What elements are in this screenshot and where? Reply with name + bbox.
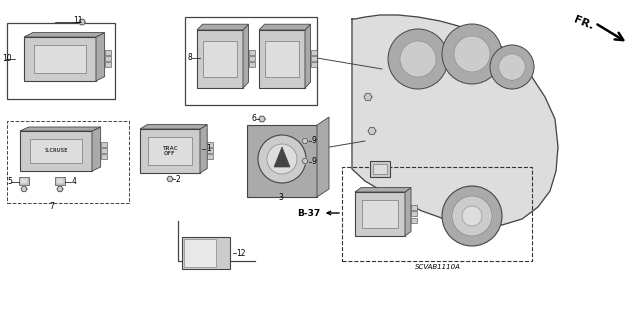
Bar [310,50,317,56]
Bar [372,164,387,174]
Text: 11: 11 [73,17,83,26]
Circle shape [442,186,502,246]
Polygon shape [302,159,308,164]
Text: 5: 5 [7,177,12,187]
Text: 4: 4 [72,177,77,187]
Polygon shape [197,24,248,30]
Bar [266,41,298,77]
Text: 12: 12 [236,249,246,257]
Text: 3: 3 [278,192,283,202]
Bar [105,56,111,62]
Bar [310,63,317,68]
Bar [7,23,115,99]
Bar [30,138,82,163]
Circle shape [267,144,297,174]
Circle shape [258,135,306,183]
Circle shape [454,36,490,72]
Circle shape [400,41,436,77]
Bar [411,205,417,211]
Text: S.CRUSE: S.CRUSE [44,149,68,153]
Bar [197,30,243,88]
Polygon shape [21,186,27,192]
Bar [248,56,255,62]
Bar [248,50,255,56]
Circle shape [499,54,525,80]
Polygon shape [20,127,100,131]
Text: 10: 10 [2,55,12,63]
Bar [20,178,28,184]
Bar [185,17,317,105]
Bar [259,30,305,88]
Circle shape [442,24,502,84]
Bar [105,50,111,56]
Bar [207,149,213,153]
Polygon shape [92,127,100,171]
Polygon shape [140,125,207,129]
Bar [248,63,255,68]
Bar [362,200,398,228]
Bar [411,218,417,222]
Bar [247,125,317,197]
Bar [182,237,230,269]
Bar [207,154,213,160]
Bar [207,143,213,147]
Polygon shape [200,125,207,173]
Polygon shape [364,93,372,100]
Circle shape [452,196,492,236]
Bar [100,149,107,153]
Polygon shape [352,15,558,227]
Bar [310,56,317,62]
Bar [20,131,92,171]
Text: 8: 8 [187,54,192,63]
Circle shape [388,29,448,89]
Text: FR.: FR. [572,15,595,32]
Bar [24,37,96,81]
Bar [411,211,417,217]
Bar [55,177,65,185]
Bar [148,137,191,165]
Polygon shape [57,186,63,192]
Polygon shape [355,188,411,192]
Text: SCVAB1110A: SCVAB1110A [415,264,461,270]
Polygon shape [167,176,173,182]
Bar [342,167,532,261]
Bar [56,178,64,184]
Text: 1: 1 [206,145,211,153]
Text: 9: 9 [312,158,317,167]
Circle shape [490,45,534,89]
Polygon shape [274,147,290,167]
Bar [204,41,237,77]
Text: 2: 2 [176,174,180,183]
Bar [370,161,390,177]
Bar [7,121,129,203]
Bar [184,239,216,267]
Polygon shape [79,19,85,25]
Bar [100,143,107,147]
Polygon shape [259,116,265,122]
Polygon shape [305,24,310,88]
Text: 9: 9 [312,137,317,145]
Bar [34,45,86,73]
Circle shape [462,206,482,226]
Polygon shape [368,128,376,135]
Polygon shape [24,33,105,37]
Polygon shape [243,24,248,88]
Polygon shape [302,138,308,144]
Text: 7: 7 [49,203,54,211]
Polygon shape [405,188,411,236]
Polygon shape [317,117,329,197]
Polygon shape [259,24,310,30]
Bar [100,154,107,160]
Text: 6: 6 [252,115,257,123]
Bar [140,129,200,173]
Polygon shape [96,33,105,81]
Bar [19,177,29,185]
Text: TRAC
OFF: TRAC OFF [163,145,178,156]
Bar [355,192,405,236]
Bar [105,63,111,68]
Text: B-37: B-37 [297,209,339,218]
